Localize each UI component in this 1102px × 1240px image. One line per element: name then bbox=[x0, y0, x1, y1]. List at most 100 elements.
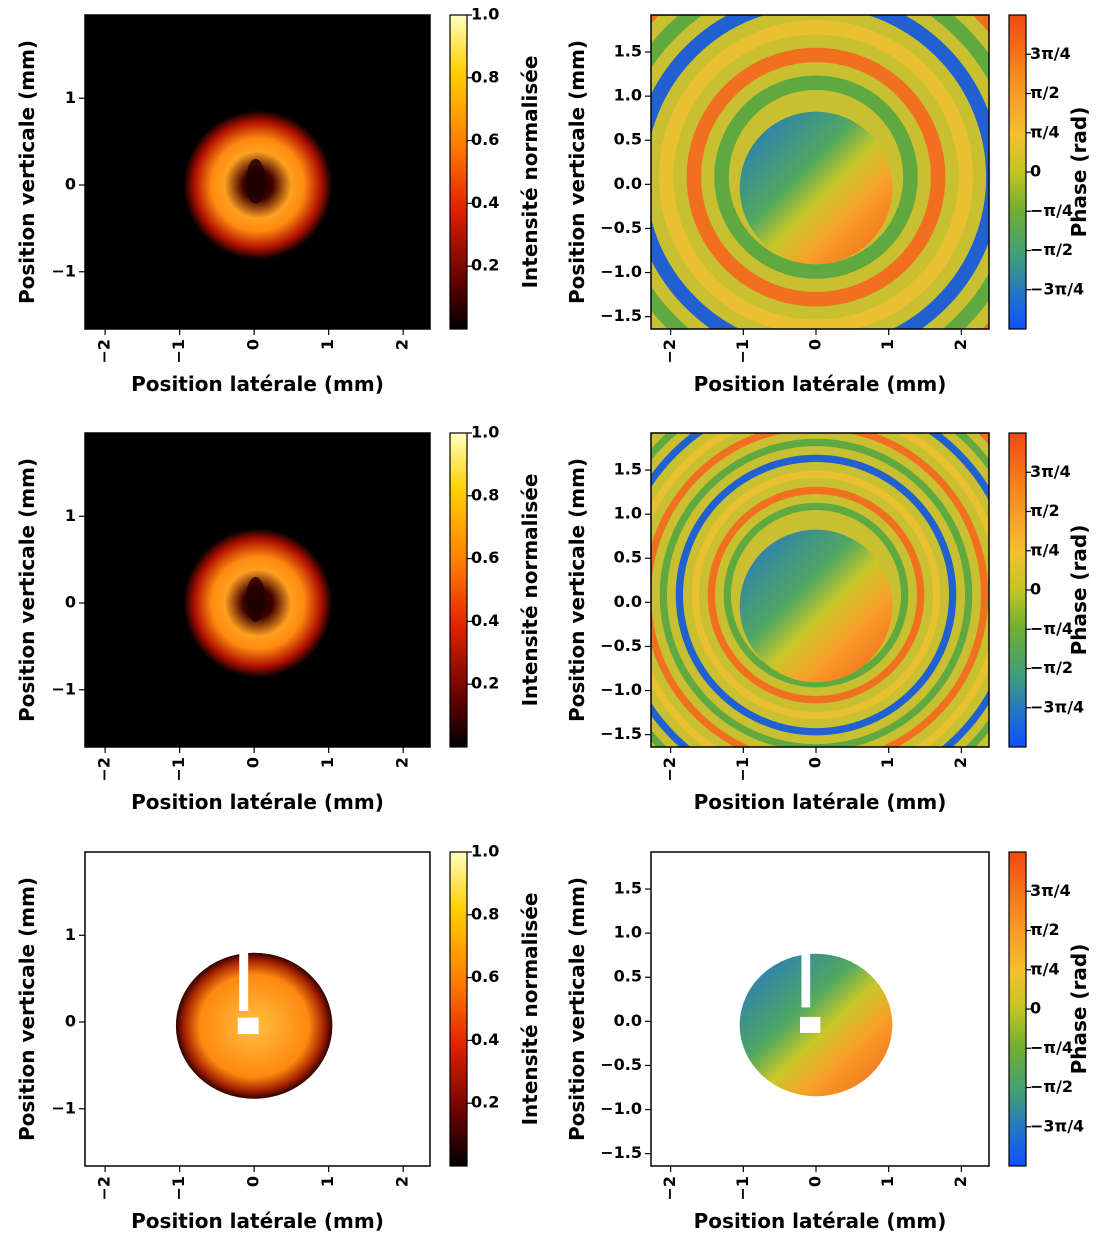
colorbar-tick-label: π/2 bbox=[1030, 920, 1060, 939]
colorbar-tick-label: 0.8 bbox=[471, 67, 499, 86]
y-tick-label: 1.5 bbox=[614, 879, 642, 898]
colorbar-tick-label: −3π/4 bbox=[1030, 697, 1084, 716]
x-tick-label: −1 bbox=[733, 757, 752, 782]
panel: −2 −1 0 1 2 −1.5 −1.0 −0.5 0.0 0.5 1.0 1.5 Position … bbox=[565, 14, 1091, 396]
x-tick-label: 0 bbox=[244, 757, 263, 768]
panel: −2 −1 0 1 2 −1.5 −1.0 −0.5 0.0 0.5 1.0 1.5 Position … bbox=[565, 432, 1091, 814]
frame bbox=[84, 432, 431, 748]
colorbar-tick-label: 0 bbox=[1030, 162, 1041, 181]
phase-ring bbox=[659, 20, 973, 329]
colorbar-tick-label: π/4 bbox=[1030, 122, 1060, 141]
panel: −2 −1 0 1 2 −1 0 1 Position latérale (mm) Positio… bbox=[15, 423, 542, 815]
y-tick-label: 0.5 bbox=[614, 967, 642, 986]
y-tick-label: 1 bbox=[65, 506, 76, 525]
y-tick-label: 1.5 bbox=[614, 460, 642, 479]
colorbar-label: Phase (rad) bbox=[1067, 525, 1091, 656]
x-tick-label: −1 bbox=[733, 1176, 752, 1201]
y-axis-label: Position verticale (mm) bbox=[15, 458, 39, 722]
colorbar-label: Intensité normalisée bbox=[518, 474, 542, 707]
y-tick-label: 1.0 bbox=[614, 86, 642, 105]
colorbar bbox=[1008, 851, 1027, 1167]
mask-gap bbox=[801, 941, 811, 1008]
colorbar-tick-label: 0 bbox=[1030, 999, 1041, 1018]
y-tick-label: 0 bbox=[65, 175, 76, 194]
colorbar-tick-label: 0.4 bbox=[471, 1030, 499, 1049]
y-axis-label: Position verticale (mm) bbox=[565, 40, 589, 304]
y-tick-label: −1.0 bbox=[600, 1099, 642, 1118]
x-tick-label: 1 bbox=[878, 1176, 897, 1187]
colorbar-tick-label: 1.0 bbox=[471, 5, 499, 24]
x-tick-label: 0 bbox=[244, 339, 263, 350]
colorbar-tick-label: 0.8 bbox=[471, 485, 499, 504]
phase-ring bbox=[686, 47, 946, 307]
y-tick-label: −1.5 bbox=[600, 1143, 642, 1162]
y-tick-label: 0.5 bbox=[614, 548, 642, 567]
x-tick-label: −1 bbox=[169, 1176, 188, 1201]
colorbar-tick-label: 3π/4 bbox=[1030, 44, 1071, 63]
colorbar bbox=[449, 14, 468, 330]
y-axis-label: Position verticale (mm) bbox=[565, 877, 589, 1141]
frame bbox=[84, 851, 431, 1167]
colorbar-tick-label: 0.6 bbox=[471, 967, 499, 986]
x-tick-label: 0 bbox=[244, 1176, 263, 1187]
frame bbox=[650, 432, 990, 748]
colorbar-tick-label: 0.4 bbox=[471, 193, 499, 212]
x-tick-label: 1 bbox=[878, 339, 897, 350]
colorbar-tick-label: −3π/4 bbox=[1030, 1116, 1084, 1135]
colorbar bbox=[1008, 432, 1027, 748]
colorbar-tick-label: 3π/4 bbox=[1030, 881, 1071, 900]
phase-ring bbox=[714, 75, 918, 279]
y-tick-label: −1 bbox=[51, 679, 76, 698]
y-tick-label: 0 bbox=[65, 593, 76, 612]
x-tick-label: 2 bbox=[393, 757, 412, 768]
x-axis-label: Position latérale (mm) bbox=[131, 790, 384, 814]
colorbar-tick-label: π/2 bbox=[1030, 83, 1060, 102]
colorbar-tick-label: −3π/4 bbox=[1030, 279, 1084, 298]
y-axis-label: Position verticale (mm) bbox=[15, 877, 39, 1141]
colorbar-tick-label: −π/4 bbox=[1030, 201, 1073, 220]
phase-ring bbox=[707, 486, 925, 704]
frame bbox=[650, 14, 990, 330]
y-tick-label: 1.0 bbox=[614, 923, 642, 942]
x-tick-label: −2 bbox=[660, 1176, 679, 1201]
y-tick-label: 1.0 bbox=[614, 504, 642, 523]
phase-ring bbox=[691, 470, 941, 720]
x-axis-label: Position latérale (mm) bbox=[694, 1209, 947, 1233]
y-axis-label: Position verticale (mm) bbox=[15, 40, 39, 304]
phase-core bbox=[739, 529, 893, 683]
y-tick-label: 0.0 bbox=[614, 592, 642, 611]
colorbar bbox=[449, 432, 468, 748]
colorbar-tick-label: 0 bbox=[1030, 580, 1041, 599]
beam-gap bbox=[245, 158, 266, 204]
x-tick-label: 0 bbox=[806, 757, 825, 768]
colorbar-tick-label: 0.6 bbox=[471, 548, 499, 567]
x-tick-label: 2 bbox=[393, 339, 412, 350]
panel: −2 −1 0 1 2 −1.5 −1.0 −0.5 0.0 0.5 1.0 1.5 Position … bbox=[565, 851, 1091, 1233]
colorbar-tick-label: −π/2 bbox=[1030, 240, 1073, 259]
colorbar-tick-label: 3π/4 bbox=[1030, 462, 1071, 481]
colorbar-tick-label: 1.0 bbox=[471, 423, 499, 442]
phase-ring bbox=[723, 502, 909, 688]
phase-ring bbox=[675, 454, 957, 736]
y-tick-label: 0 bbox=[65, 1012, 76, 1031]
x-tick-label: 0 bbox=[806, 339, 825, 350]
x-tick-label: 2 bbox=[951, 1176, 970, 1187]
colorbar-tick-label: −π/2 bbox=[1030, 658, 1073, 677]
image bbox=[85, 15, 430, 329]
y-tick-label: −1 bbox=[51, 1098, 76, 1117]
y-tick-label: −1 bbox=[51, 261, 76, 280]
y-tick-label: 1.5 bbox=[614, 42, 642, 61]
panel: −2 −1 0 1 2 −1 0 1 Position latérale (mm) Positio… bbox=[15, 842, 542, 1234]
frame bbox=[84, 14, 431, 330]
colorbar-tick-label: 0.2 bbox=[471, 256, 499, 275]
colorbar-tick-label: 0.8 bbox=[471, 904, 499, 923]
image bbox=[85, 433, 430, 747]
colorbar-tick-label: 0.2 bbox=[471, 1093, 499, 1112]
y-tick-label: −1.5 bbox=[600, 724, 642, 743]
x-tick-label: −2 bbox=[95, 1176, 114, 1201]
y-tick-label: 1 bbox=[65, 88, 76, 107]
image bbox=[651, 433, 989, 747]
colorbar-tick-label: −π/2 bbox=[1030, 1077, 1073, 1096]
y-tick-label: −0.5 bbox=[600, 1055, 642, 1074]
